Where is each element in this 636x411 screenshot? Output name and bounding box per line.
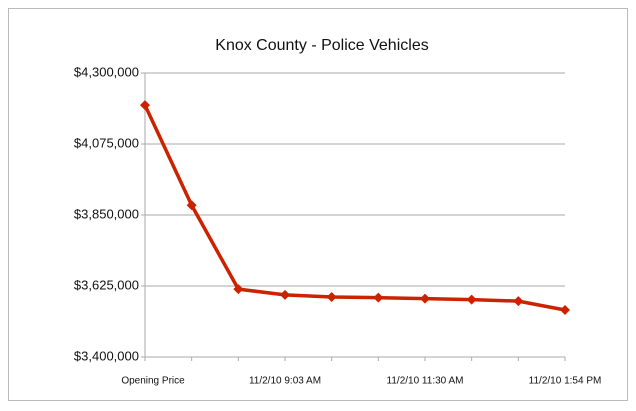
marker bbox=[140, 100, 150, 111]
x-tick-label: 11/2/10 11:30 AM bbox=[387, 376, 464, 387]
chart-title: Knox County - Police Vehicles bbox=[215, 37, 428, 54]
marker bbox=[373, 292, 384, 303]
marker bbox=[233, 284, 244, 295]
y-tick-label: $4,075,000 bbox=[74, 135, 139, 150]
marker bbox=[420, 293, 430, 304]
y-tick-label: $4,300,000 bbox=[74, 64, 139, 79]
x-tick-label: 11/2/10 1:54 PM bbox=[529, 376, 602, 387]
marker bbox=[513, 296, 524, 307]
marker bbox=[560, 304, 570, 315]
x-tick-label: 11/2/10 9:03 AM bbox=[249, 376, 321, 387]
marker bbox=[280, 289, 290, 300]
chart-frame bbox=[8, 8, 628, 401]
marker bbox=[186, 200, 197, 211]
y-tick-label: $3,400,000 bbox=[74, 348, 139, 363]
marker bbox=[466, 294, 477, 305]
y-tick-label: $3,625,000 bbox=[74, 277, 139, 292]
x-tick-label: Opening Price bbox=[121, 376, 185, 387]
marker bbox=[326, 292, 337, 303]
line bbox=[143, 104, 566, 312]
y-tick-label: $3,850,000 bbox=[74, 206, 139, 221]
